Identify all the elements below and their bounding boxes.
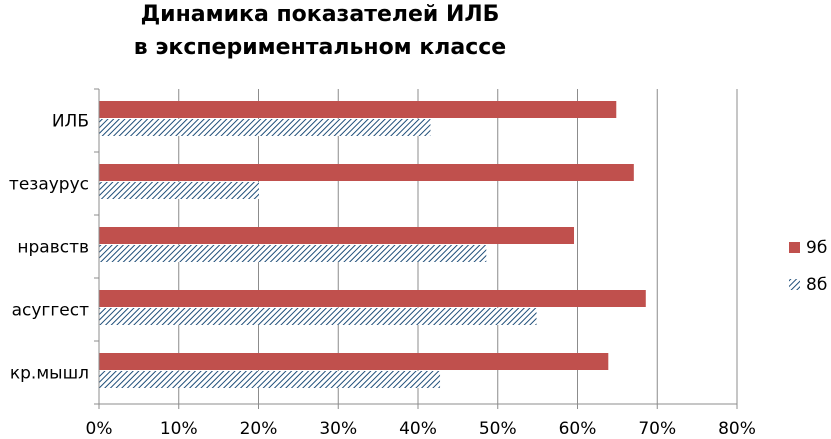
bar-9б: [99, 164, 634, 181]
x-tick-label: 10%: [160, 419, 198, 439]
x-tick-label: 50%: [479, 419, 517, 439]
bar-8б: [99, 371, 441, 388]
category-label: тезаурус: [9, 175, 89, 195]
x-tick-label: 40%: [399, 419, 437, 439]
x-tick-label: 30%: [319, 419, 357, 439]
axes: [94, 88, 738, 409]
x-tick-label: 20%: [240, 419, 278, 439]
bar-8б: [99, 245, 487, 262]
category-label: асуггест: [12, 301, 89, 321]
x-tick-label: 70%: [638, 419, 676, 439]
legend-swatch: [789, 242, 800, 253]
bar-9б: [99, 101, 617, 118]
bars: [99, 101, 646, 388]
chart-title-line-2: в экспериментальном классе: [133, 35, 507, 60]
legend-label: 9б: [806, 238, 827, 258]
x-tick-label: 60%: [559, 419, 597, 439]
bar-8б: [99, 308, 537, 325]
category-label: нравств: [17, 238, 89, 258]
bar-8б: [99, 182, 259, 199]
legend: 9б 8б: [789, 238, 827, 295]
bar-8б: [99, 119, 431, 136]
labels: 0% 10% 20% 30% 40% 50% 60% 70% 80% ИЛБ тезаурус нра…: [9, 112, 756, 439]
legend-swatch: [789, 279, 800, 290]
x-tick-label: 80%: [718, 419, 756, 439]
bar-9б: [99, 227, 575, 244]
legend-label: 8б: [806, 275, 827, 295]
bar-9б: [99, 290, 646, 307]
category-label: ИЛБ: [52, 112, 89, 132]
category-label: кр.мышл: [10, 364, 89, 384]
x-tick-label: 0%: [86, 419, 113, 439]
chart-title-line-1: Динамика показателей ИЛБ: [140, 2, 500, 27]
bar-9б: [99, 353, 609, 370]
